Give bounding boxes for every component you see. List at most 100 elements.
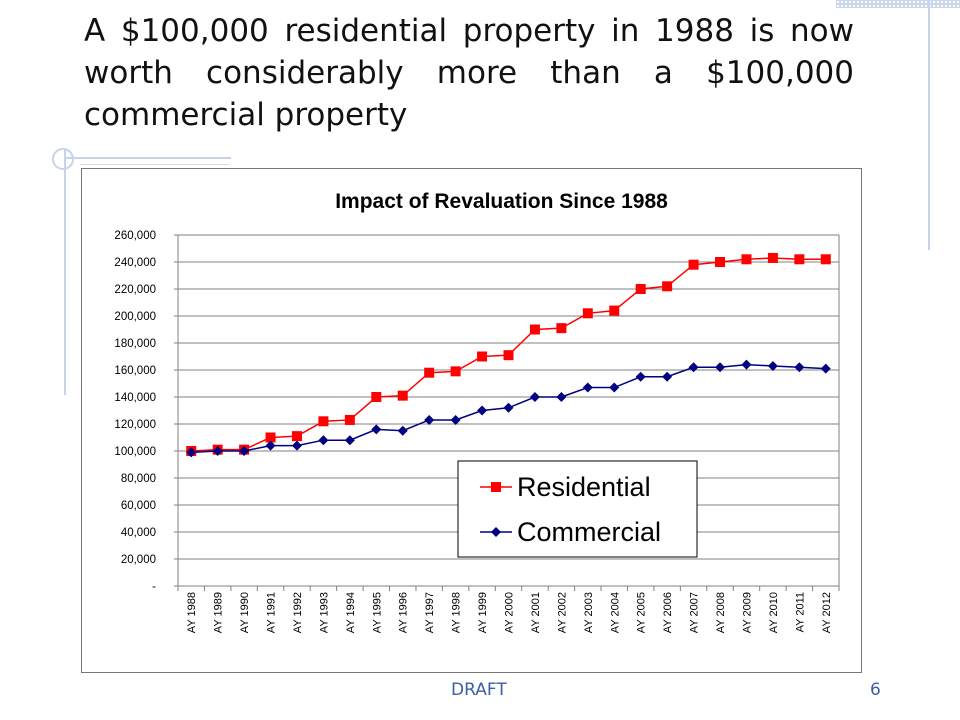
- y-tick-label: 100,000: [114, 446, 156, 458]
- residential-data-point: [265, 432, 276, 443]
- commercial-data-point: [662, 371, 673, 382]
- residential-data-point: [820, 254, 831, 265]
- x-tick-label: AY 1996: [398, 592, 410, 633]
- residential-data-point: [794, 254, 805, 265]
- commercial-data-point: [556, 392, 567, 402]
- commercial-data-point: [371, 424, 382, 435]
- x-tick-label: AY 2005: [636, 592, 648, 633]
- y-tick-label: 200,000: [114, 311, 156, 323]
- y-tick-label: 40,000: [121, 527, 156, 539]
- residential-data-point: [529, 324, 540, 335]
- residential-data-point: [397, 390, 408, 401]
- commercial-data-point: [688, 362, 699, 373]
- x-tick-label: AY 2006: [662, 592, 674, 633]
- commercial-data-point: [635, 371, 646, 382]
- residential-data-point: [688, 259, 699, 270]
- residential-data-point: [635, 284, 646, 294]
- chart-frame: [81, 168, 862, 673]
- x-tick-label: AY 2003: [583, 592, 595, 633]
- x-tick-label: AY 1988: [186, 592, 198, 633]
- slide-title: A $100,000 residential property in 1988 …: [84, 13, 854, 133]
- x-tick-label: AY 2009: [741, 592, 753, 633]
- commercial-data-point: [715, 362, 726, 373]
- commercial-data-point: [212, 446, 223, 456]
- y-tick-label: 240,000: [114, 257, 156, 269]
- residential-data-point: [424, 367, 435, 378]
- revaluation-line-chart: Impact of Revaluation Since 1988 - 20,000 4…: [114, 190, 840, 633]
- commercial-data-point: [318, 435, 329, 446]
- commercial-data-point: [820, 363, 831, 374]
- x-tick-label: AY 2004: [609, 592, 621, 633]
- y-tick-label: 260,000: [114, 230, 156, 242]
- right-accent-line: [928, 0, 930, 250]
- residential-data-point: [767, 252, 778, 263]
- commercial-data-point: [291, 440, 302, 451]
- y-tick-label: 140,000: [114, 392, 156, 404]
- x-tick-label: AY 1994: [345, 592, 357, 633]
- residential-data-point: [318, 416, 329, 427]
- y-tick-label: 120,000: [114, 419, 156, 431]
- title-underline: [66, 157, 231, 159]
- residential-data-point: [477, 351, 488, 362]
- x-tick-label: AY 2008: [715, 592, 727, 633]
- x-tick-label: AY 1990: [239, 592, 251, 633]
- commercial-data-point: [265, 440, 276, 451]
- legend-commercial-label: Commercial: [517, 517, 661, 547]
- y-tick-label: -: [152, 581, 156, 593]
- x-tick-label: AY 2011: [794, 592, 806, 632]
- x-tick-label: AY 2007: [689, 592, 701, 633]
- commercial-data-point: [477, 405, 488, 416]
- x-tick-label: AY 2000: [504, 592, 516, 633]
- x-tick-label: AY 1997: [424, 592, 436, 633]
- x-tick-label: AY 1992: [292, 592, 304, 633]
- accent-ring: [52, 148, 74, 170]
- residential-data-point: [609, 305, 620, 316]
- y-tick-label: 80,000: [121, 473, 156, 485]
- x-tick-label: AY 1991: [266, 592, 278, 633]
- residential-data-point: [344, 414, 355, 425]
- page-number: 6: [870, 680, 881, 700]
- commercial-data-point: [582, 382, 593, 393]
- residential-data-point: [741, 254, 752, 265]
- chart-title: Impact of Revaluation Since 1988: [335, 190, 668, 213]
- residential-data-point: [450, 366, 461, 377]
- x-tick-label: AY 1999: [477, 592, 489, 633]
- commercial-data-point: [609, 382, 620, 393]
- commercial-data-point: [344, 435, 355, 446]
- corner-dotted-bar: [836, 0, 960, 8]
- x-tick-label: AY 2010: [768, 592, 780, 633]
- commercial-data-point: [397, 425, 408, 436]
- x-tick-label: AY 1993: [318, 592, 330, 633]
- commercial-data-point: [741, 359, 752, 370]
- y-tick-label: 60,000: [121, 500, 156, 512]
- y-tick-label: 20,000: [121, 554, 156, 566]
- title-underline-thin: [80, 164, 230, 165]
- commercial-data-point: [794, 362, 805, 373]
- commercial-data-point: [450, 414, 461, 425]
- residential-data-point: [556, 323, 567, 334]
- left-accent-line: [64, 150, 66, 395]
- residential-data-point: [662, 281, 673, 292]
- footer-draft-label: DRAFT: [451, 680, 507, 700]
- commercial-data-point: [503, 402, 514, 413]
- x-tick-label: AY 2012: [821, 592, 833, 633]
- residential-data-point: [371, 392, 382, 402]
- x-tick-label: AY 1995: [371, 592, 383, 633]
- y-tick-label: 180,000: [114, 338, 156, 350]
- commercial-data-point: [767, 360, 778, 371]
- legend-residential-marker: [491, 482, 501, 492]
- residential-data-point: [715, 257, 726, 267]
- residential-data-point: [582, 308, 593, 319]
- residential-data-point: [503, 350, 514, 361]
- x-tick-label: AY 2001: [530, 592, 542, 633]
- commercial-data-point: [424, 414, 435, 425]
- y-tick-label: 160,000: [114, 365, 156, 377]
- commercial-data-point: [239, 446, 250, 456]
- commercial-data-point: [529, 392, 540, 402]
- x-tick-label: AY 1998: [451, 592, 463, 633]
- commercial-data-point: [186, 447, 197, 458]
- residential-data-point: [291, 431, 302, 442]
- chart-legend: [457, 460, 698, 558]
- legend-residential-label: Residential: [517, 472, 651, 502]
- y-tick-label: 220,000: [114, 284, 156, 296]
